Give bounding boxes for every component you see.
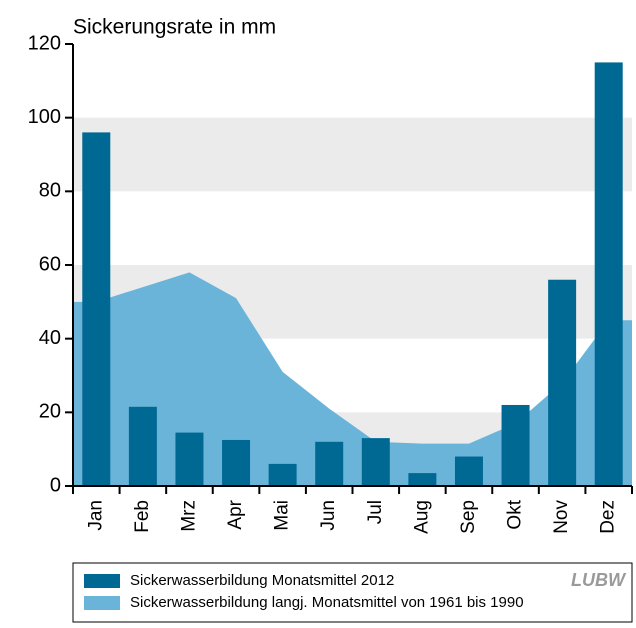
x-tick-label: Dez [598,500,619,534]
bar [268,463,297,486]
x-tick-label: Okt [505,499,526,529]
bar [454,456,483,486]
bar [128,406,157,486]
x-tick-label: Mrz [178,500,199,532]
x-tick-label: Nov [551,500,572,534]
bar [361,438,390,486]
x-tick-label: Aug [411,500,432,534]
legend-swatch [84,574,120,588]
x-tick-label: Feb [132,500,153,533]
bar [315,441,344,486]
y-tick-label: 120 [28,32,61,54]
y-tick-label: 100 [28,106,61,128]
x-tick-label: Apr [225,499,246,529]
chart-title: Sickerungsrate in mm [73,16,276,39]
legend-box [72,562,633,623]
legend-label: Sickerwasserbildung langj. Monatsmittel … [130,594,524,611]
bar [175,432,204,486]
plot: 0 20 40 60 80 100 120 Jan Feb Mrz Apr Mai Jun Jul Aug S… [28,32,633,611]
grid-band [73,117,632,192]
legend-swatch [84,596,120,610]
bar [501,404,530,486]
y-tick-label: 20 [39,401,61,423]
x-tick-label: Mai [272,500,293,531]
x-tick-label: Jun [318,500,339,531]
y-tick-label: 0 [50,474,61,496]
y-tick-label: 60 [39,253,61,275]
y-tick-label: 40 [39,327,61,349]
legend-label: Sickerwasserbildung Monatsmittel 2012 [130,572,394,589]
bar [82,132,111,486]
x-tick-label: Jul [365,500,386,524]
bar [408,473,437,486]
x-tick-label: Jan [85,500,106,531]
area [73,272,632,486]
bar [548,279,577,486]
bar [222,439,251,486]
x-tick-label: Sep [458,500,479,534]
bar [594,62,623,487]
y-tick-label: 80 [39,180,61,202]
logo: LUBW [571,570,627,590]
